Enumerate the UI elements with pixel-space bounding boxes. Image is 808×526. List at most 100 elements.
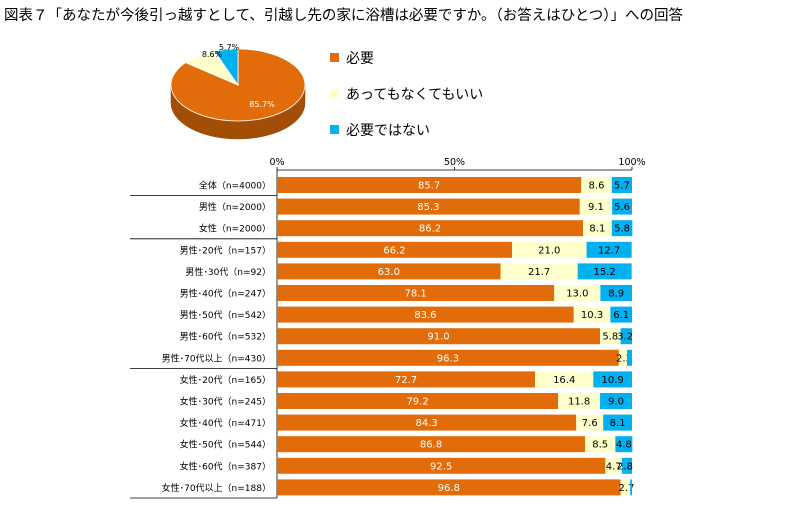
category-label: 男性･60代（n=532）: [180, 331, 271, 343]
bar-value-label: 3.2: [617, 332, 633, 343]
bar-value-label: 10.3: [581, 310, 603, 321]
bar-segment: [581, 177, 612, 193]
category-label: 女性･50代（n=544）: [180, 439, 271, 451]
bar-segment: [620, 479, 631, 496]
pie-slice-label: 5.7%: [219, 43, 240, 52]
bar-segment: [277, 241, 513, 258]
bar-segment: [277, 436, 586, 453]
bar-value-label: 8.1: [610, 418, 626, 429]
bar-segment: [615, 436, 633, 453]
bar-value-label: 4.7: [606, 461, 622, 472]
bar-value-label: 8.9: [608, 289, 624, 300]
bar-value-label: 5.8: [602, 332, 618, 343]
bar-segment: [554, 285, 601, 301]
bar-segment: [585, 436, 616, 453]
legend-label: 必要: [346, 51, 374, 67]
bar-value-label: 86.2: [419, 224, 441, 235]
bar-segment: [277, 198, 580, 215]
bar-value-label: 72.7: [395, 375, 417, 386]
bar-segment: [611, 177, 632, 193]
bar-segment: [612, 198, 632, 215]
bar-value-label: 21.0: [538, 245, 560, 256]
bar-value-label: 5.8: [614, 224, 630, 235]
bar-value-label: 2.8: [617, 461, 633, 472]
legend-swatch: [330, 89, 339, 98]
bar-segment: [277, 371, 536, 388]
bar-segment: [277, 263, 501, 280]
pie-slice-label: 85.7%: [249, 100, 275, 109]
bar-value-label: 96.3: [437, 353, 459, 364]
bar-value-label: 79.2: [406, 397, 428, 408]
bar-segment: [512, 241, 587, 258]
bar-segment: [277, 457, 606, 474]
bar-value-label: 83.6: [414, 310, 436, 321]
bar-segment: [603, 414, 632, 431]
category-label: 男性（n=2000）: [199, 201, 271, 213]
legend-label: あってもなくてもいい: [346, 87, 483, 103]
figure-title: 図表７「あなたが今後引っ越すとして、引越し先の家に浴槽は必要ですか。（お答えはひ…: [4, 8, 684, 24]
bar-segment: [630, 479, 632, 496]
bar-segment: [605, 457, 623, 474]
bar-value-label: 96.8: [438, 483, 460, 494]
category-label: 女性･20代（n=165）: [180, 374, 271, 386]
bar-segment: [277, 393, 559, 409]
category-label: 全体（n=4000）: [199, 180, 271, 192]
bar-value-label: 86.8: [420, 440, 442, 451]
x-tick-label: 0%: [269, 157, 284, 168]
bar-segment: [277, 479, 621, 496]
bar-value-label: 12.7: [598, 245, 620, 256]
category-label: 男性･70代以上（n=430）: [162, 352, 271, 364]
bar-segment: [611, 220, 633, 237]
legend-swatch: [330, 53, 339, 62]
bar-value-label: 2.7: [618, 483, 634, 494]
bar-segment: [277, 306, 574, 323]
bar-value-label: 5.6: [614, 202, 630, 213]
bar-segment: [277, 285, 555, 301]
legend-swatch: [330, 125, 339, 134]
x-tick-label: 100%: [618, 157, 645, 168]
bar-segment: [600, 285, 632, 301]
bar-segment: [277, 349, 619, 366]
bar-value-label: 15.2: [594, 267, 616, 278]
category-label: 女性･60代（n=387）: [180, 460, 271, 472]
bar-segment: [573, 306, 611, 323]
bar-segment: [558, 393, 601, 409]
bar-value-label: 85.3: [417, 202, 439, 213]
pie-slice: [213, 48, 239, 87]
bar-segment: [277, 220, 584, 237]
bar-segment: [500, 263, 578, 280]
bar-segment: [618, 349, 628, 366]
bar-segment: [583, 220, 612, 237]
category-label: 女性･40代（n=471）: [180, 417, 271, 429]
bar-segment: [622, 457, 632, 474]
category-label: 女性･70代以上（n=188）: [162, 482, 271, 494]
bar-value-label: 8.6: [589, 181, 605, 192]
bar-segment: [579, 198, 613, 215]
category-label: 女性･30代（n=245）: [180, 396, 271, 408]
pie-slice-label: 8.6%: [202, 50, 223, 59]
bar-value-label: 11.8: [568, 397, 590, 408]
bar-segment: [586, 241, 632, 258]
bar-segment: [576, 414, 604, 431]
bar-value-label: 4.8: [616, 440, 632, 451]
bar-value-label: 85.7: [418, 181, 440, 192]
category-label: 男性･20代（n=157）: [180, 244, 271, 256]
bar-value-label: 9.0: [608, 397, 624, 408]
bar-segment: [277, 328, 601, 345]
bar-value-label: 2.3: [616, 353, 632, 364]
bar-segment: [627, 349, 632, 366]
bar-segment: [535, 371, 594, 388]
category-label: 男性･40代（n=247）: [180, 288, 271, 300]
bar-segment: [600, 328, 621, 345]
bar-value-label: 6.1: [613, 310, 629, 321]
category-label: 男性･50代（n=542）: [180, 309, 271, 321]
category-label: 女性（n=2000）: [199, 223, 271, 235]
bar-value-label: 78.1: [404, 289, 426, 300]
x-tick-label: 50%: [444, 157, 465, 168]
bar-value-label: 21.7: [528, 267, 550, 278]
bar-value-label: 63.0: [378, 267, 400, 278]
bar-value-label: 8.5: [592, 440, 608, 451]
category-label: 男性･30代（n=92）: [185, 266, 271, 278]
